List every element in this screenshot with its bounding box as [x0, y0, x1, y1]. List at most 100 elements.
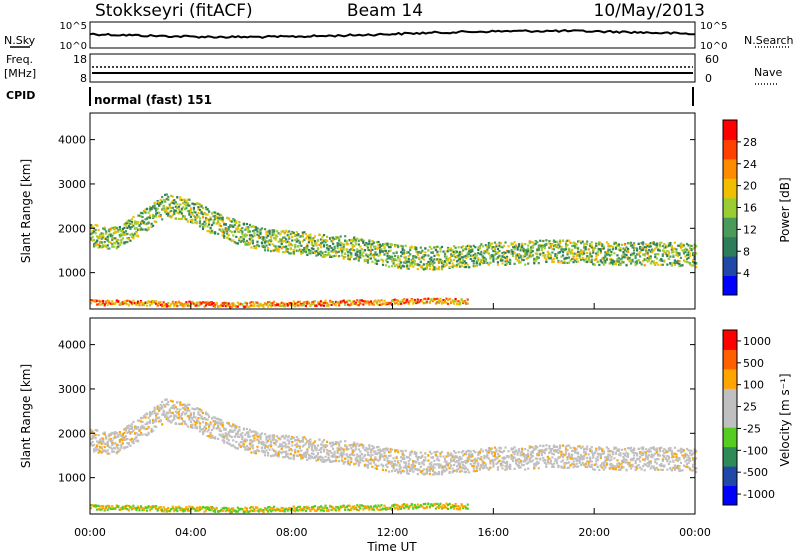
- power-cell: [454, 300, 457, 303]
- power-cell: [171, 206, 174, 209]
- power-cell: [194, 221, 197, 224]
- velocity-cell: [227, 422, 230, 425]
- velocity-cell: [173, 414, 176, 417]
- power-cell: [605, 257, 608, 260]
- power-cell: [111, 243, 114, 246]
- power-cell: [378, 253, 382, 256]
- power-cell: [192, 302, 196, 305]
- power-cell: [227, 217, 230, 220]
- power-cell: [643, 246, 646, 249]
- velocity-cell: [124, 435, 127, 438]
- power-cell: [218, 213, 221, 216]
- power-cell: [124, 302, 127, 305]
- power-cell: [419, 260, 422, 263]
- power-cell: [496, 256, 500, 259]
- power-cell: [256, 227, 259, 230]
- power-cell: [351, 248, 354, 251]
- power-cell: [164, 303, 167, 306]
- power-cell: [445, 250, 448, 253]
- power-cell: [468, 266, 471, 269]
- velocity-cell: [319, 448, 323, 451]
- power-cell: [681, 243, 684, 246]
- power-cell: [672, 255, 675, 258]
- velocity-cell: [250, 506, 253, 509]
- power-cell: [306, 245, 309, 248]
- velocity-cell: [103, 449, 106, 452]
- velocity-cell: [195, 418, 199, 422]
- velocity-cell: [117, 435, 120, 438]
- velocity-cell: [156, 405, 159, 408]
- velocity-cell: [192, 415, 196, 418]
- velocity-cell: [463, 468, 466, 471]
- velocity-cell: [191, 416, 194, 420]
- velocity-cell: [152, 418, 155, 422]
- power-cell: [421, 256, 424, 259]
- velocity-cell: [141, 417, 144, 420]
- velocity-cell: [449, 506, 453, 510]
- power-cell: [371, 303, 374, 306]
- velocity-cell: [339, 449, 342, 452]
- power-cell: [159, 300, 162, 304]
- nsearch-tick-bottom: 10^0: [700, 41, 727, 52]
- power-cell: [453, 300, 456, 303]
- power-cell: [468, 244, 471, 247]
- velocity-cell: [179, 401, 182, 404]
- power-cell: [236, 225, 239, 228]
- velocity-cell: [99, 505, 102, 508]
- power-cell: [546, 250, 549, 253]
- velocity-cell: [443, 457, 447, 460]
- velocity-cell: [129, 431, 132, 434]
- velocity-cell: [374, 450, 377, 453]
- velocity-cell: [398, 507, 401, 510]
- power-cell: [531, 244, 534, 248]
- velocity-cell: [401, 450, 404, 453]
- power-cell: [378, 246, 382, 249]
- velocity-cell: [416, 503, 419, 506]
- colorbar-swatch: [723, 120, 737, 140]
- power-cell: [552, 257, 556, 260]
- power-cell: [431, 263, 435, 266]
- velocity-cell: [322, 509, 326, 512]
- power-cell: [99, 233, 102, 236]
- power-cell: [171, 301, 174, 305]
- velocity-cell: [130, 425, 134, 429]
- velocity-cell: [248, 510, 252, 513]
- power-cell: [557, 252, 560, 255]
- velocity-cell: [384, 469, 388, 472]
- power-cell: [348, 304, 351, 307]
- power-cell: [380, 258, 383, 261]
- velocity-cell: [245, 444, 248, 448]
- velocity-cell: [217, 417, 220, 420]
- freq-tick-bottom: 8: [80, 72, 87, 85]
- power-cell: [254, 226, 258, 230]
- power-cell: [150, 208, 153, 211]
- velocity-cell: [170, 406, 173, 409]
- power-cell: [505, 259, 509, 262]
- power-cell: [623, 256, 627, 259]
- velocity-cell: [304, 442, 307, 445]
- power-cell: [555, 244, 559, 247]
- power-cell: [144, 301, 147, 305]
- velocity-cell: [325, 440, 329, 443]
- velocity-cell: [350, 507, 353, 510]
- velocity-cell: [144, 423, 147, 426]
- power-cell: [251, 301, 255, 304]
- power-cell: [389, 246, 392, 249]
- velocity-cell: [263, 451, 267, 454]
- velocity-cell: [285, 446, 288, 449]
- velocity-cell: [324, 504, 327, 507]
- power-cell: [390, 265, 394, 268]
- velocity-cell: [332, 447, 335, 450]
- power-cell: [418, 300, 421, 304]
- power-cell: [271, 231, 274, 234]
- power-cell: [521, 258, 524, 261]
- velocity-cell: [259, 509, 262, 512]
- power-cell: [348, 238, 351, 242]
- velocity-cell: [280, 447, 283, 451]
- power-cell: [475, 261, 478, 264]
- power-cell: [400, 244, 403, 248]
- power-cell: [266, 305, 270, 308]
- velocity-cell: [469, 462, 472, 466]
- velocity-cell: [251, 430, 255, 433]
- power-cell: [433, 254, 436, 257]
